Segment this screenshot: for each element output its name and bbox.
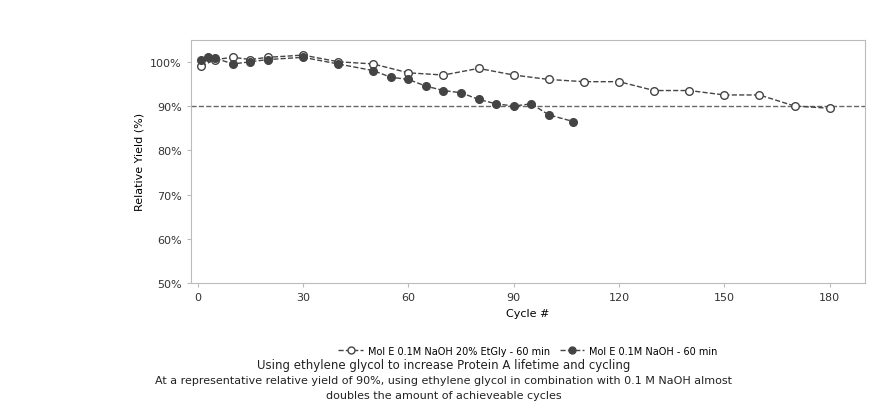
Text: doubles the amount of achieveable cycles: doubles the amount of achieveable cycles [325,390,561,400]
Y-axis label: Relative Yield (%): Relative Yield (%) [135,113,144,211]
Legend: Mol E 0.1M NaOH 20% EtGly - 60 min, Mol E 0.1M NaOH - 60 min: Mol E 0.1M NaOH 20% EtGly - 60 min, Mol … [334,342,720,360]
Text: At a representative relative yield of 90%, using ethylene glycol in combination : At a representative relative yield of 90… [155,375,731,385]
Text: Using ethylene glycol to increase Protein A lifetime and cycling: Using ethylene glycol to increase Protei… [257,358,629,371]
X-axis label: Cycle #: Cycle # [506,308,548,318]
